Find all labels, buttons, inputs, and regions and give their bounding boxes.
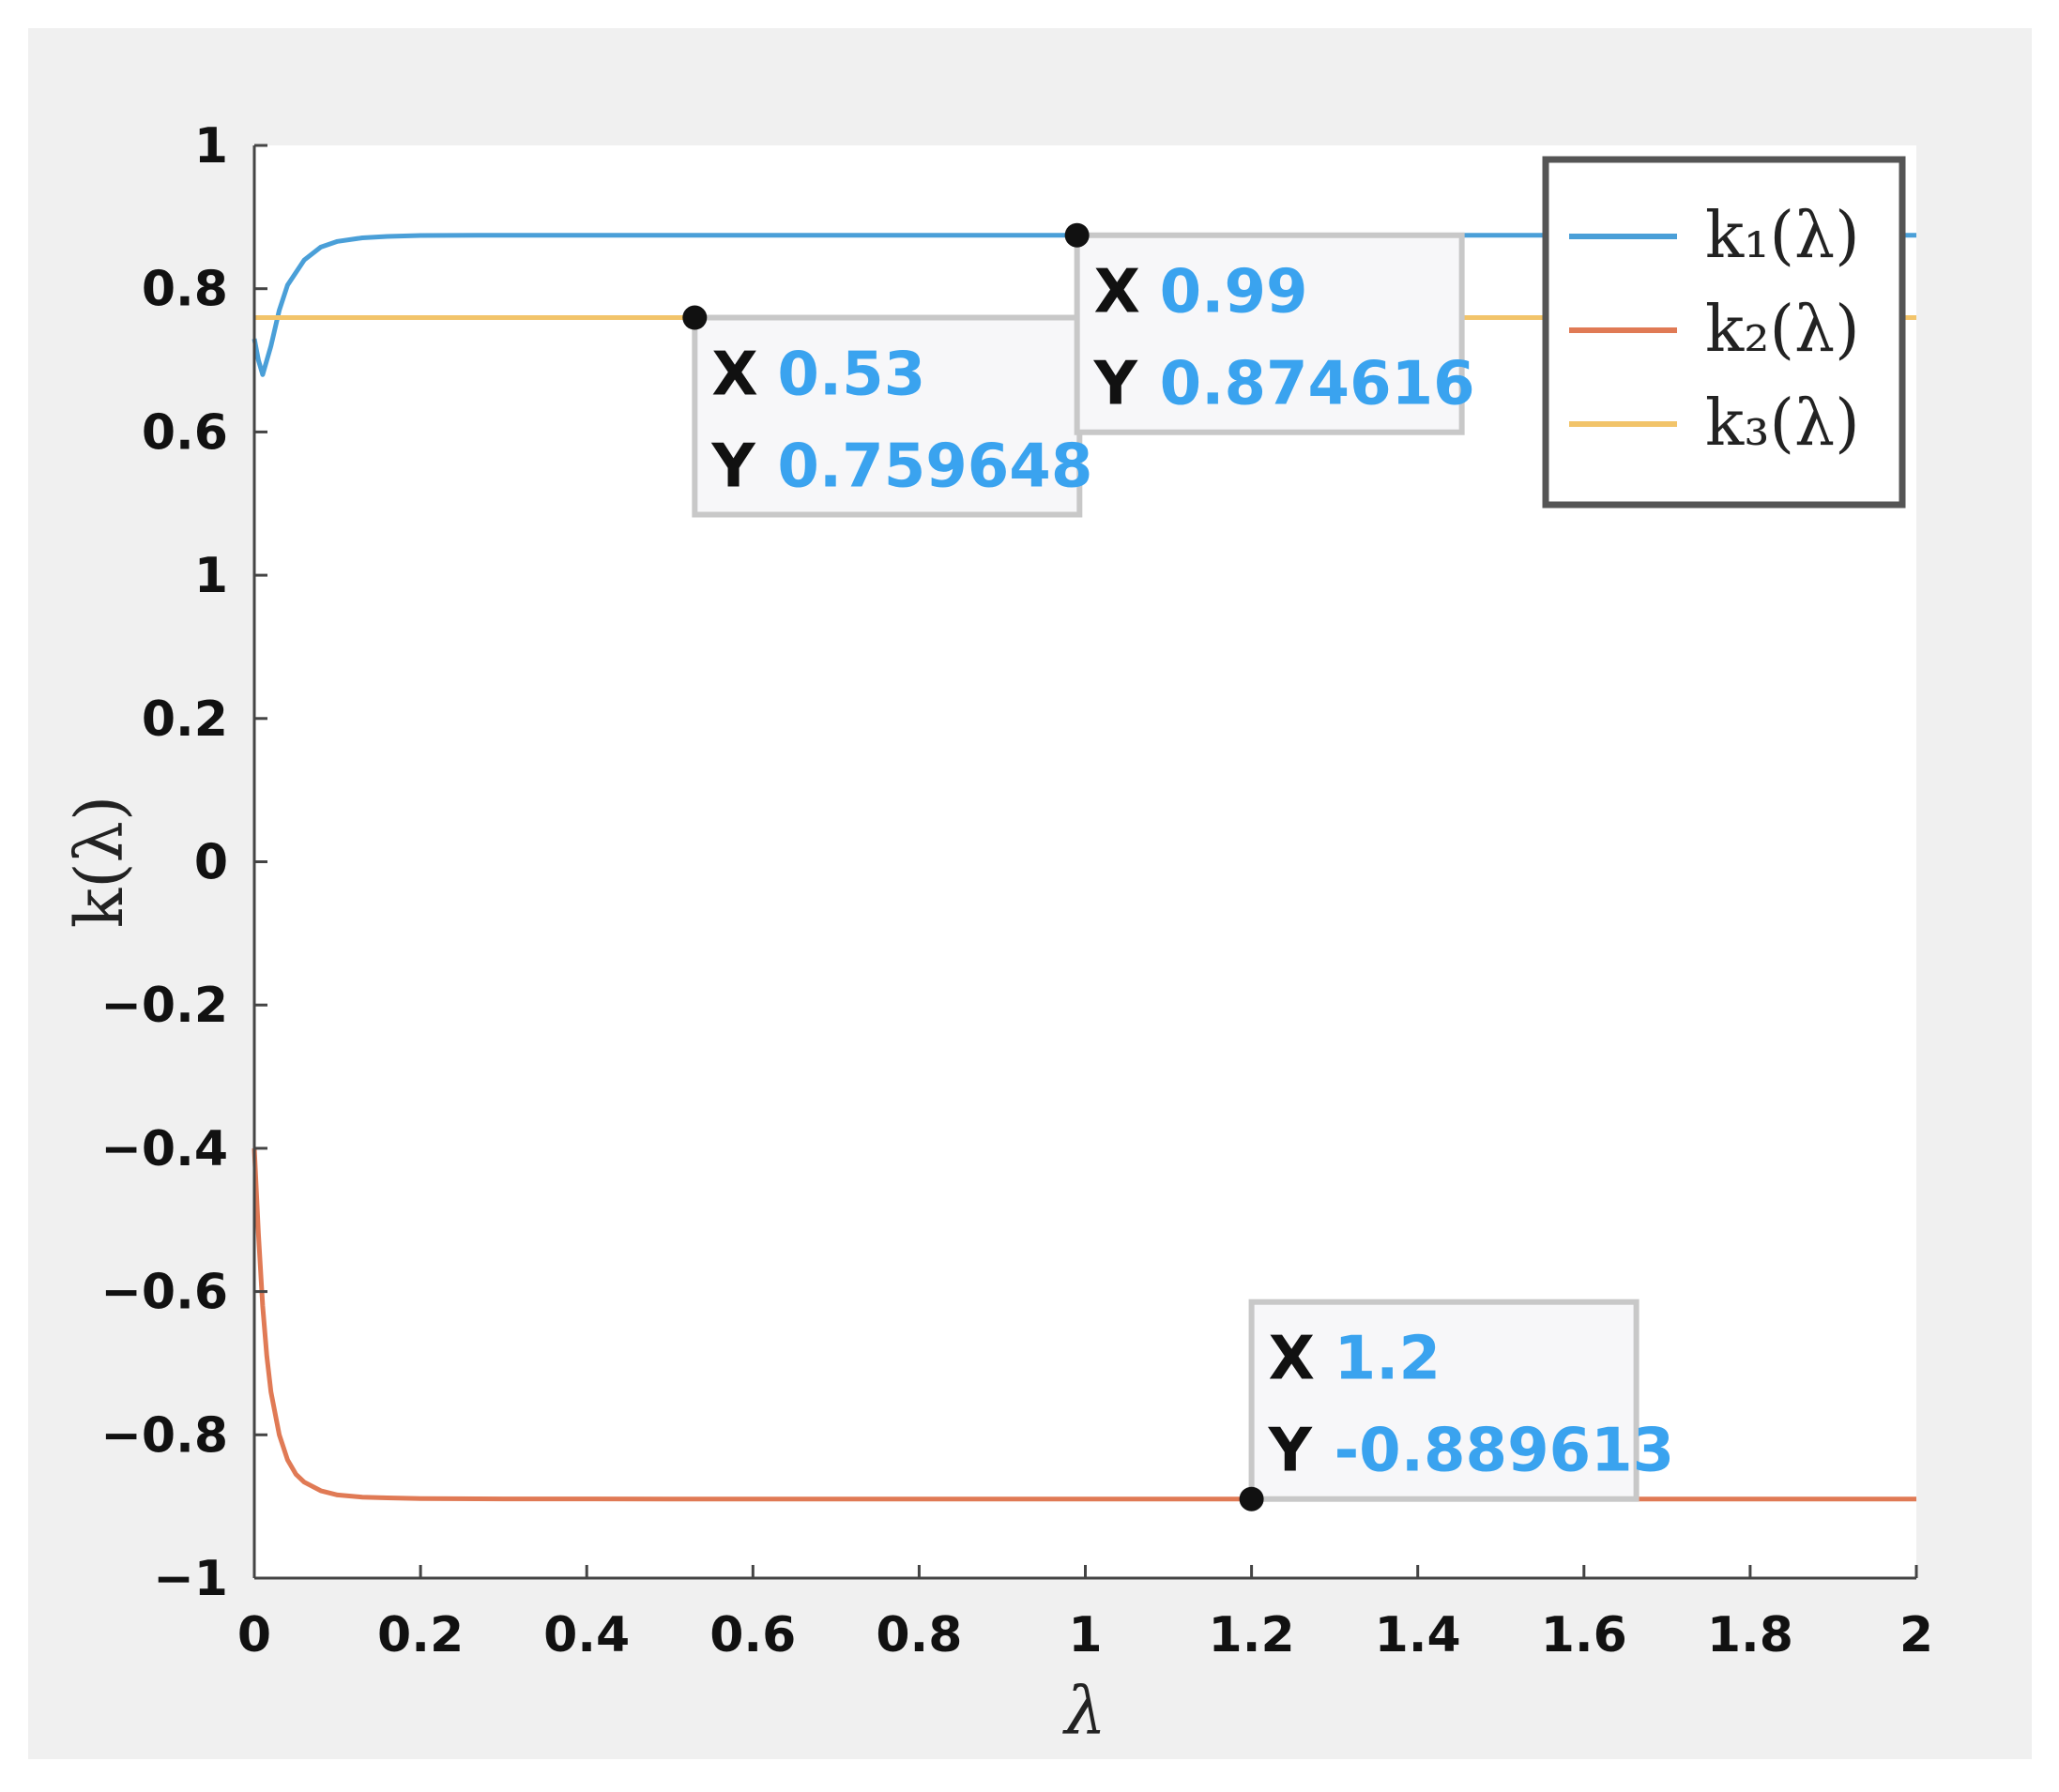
x-tick-label: 1.8	[1707, 1607, 1793, 1663]
y-tick-label: −0.6	[100, 1265, 228, 1321]
x-axis-title: λ	[1061, 1673, 1106, 1750]
x-tick-label: 0.6	[709, 1607, 796, 1663]
data-tip-y-key: Y	[1093, 350, 1138, 419]
y-tick-label: −0.2	[100, 978, 228, 1034]
series-line-k2	[252, 1147, 1916, 1502]
legend-label-k2: k₂(λ)	[1705, 293, 1860, 367]
data-tip-box	[1248, 1298, 1640, 1502]
data-tip-x-value: 1.2	[1335, 1325, 1441, 1394]
data-tip-x-value: 0.99	[1160, 258, 1308, 327]
data-tip-y-value: 0.759648	[777, 433, 1092, 502]
x-tick-label: 1.4	[1375, 1607, 1461, 1663]
data-tip: X 1.2 Y -0.889613	[1239, 1298, 1675, 1511]
y-tick-label: −0.4	[100, 1121, 228, 1177]
data-tip-y-key: Y	[1268, 1417, 1313, 1486]
y-tick-label: −1	[153, 1551, 228, 1607]
data-tip-box	[1074, 232, 1465, 435]
legend-label-k1: k₁(λ)	[1705, 199, 1860, 273]
legend: k₁(λ) k₂(λ) k₃(λ)	[1542, 156, 1906, 509]
data-tip-marker	[1239, 1486, 1264, 1511]
x-tick-label: 1.6	[1541, 1607, 1627, 1663]
data-tip-x-key: X	[1269, 1325, 1315, 1394]
data-tip-y-value: 0.874616	[1160, 350, 1475, 419]
legend-label-k3: k₃(λ)	[1705, 387, 1860, 461]
y-tick-label: 1	[194, 118, 228, 175]
y-tick-label: 0.2	[142, 691, 228, 748]
y-tick-label: 1	[194, 548, 228, 604]
x-tick-label: 1.2	[1209, 1607, 1295, 1663]
data-tip-x-key: X	[1094, 258, 1140, 327]
data-tip: X 0.53 Y 0.759648	[682, 305, 1092, 518]
data-tip-y-value: -0.889613	[1335, 1417, 1675, 1486]
x-tick-label: 2	[1899, 1607, 1933, 1663]
x-tick-label: 1	[1068, 1607, 1102, 1663]
y-axis-title: k(λ)	[61, 796, 138, 928]
y-tick-label: 0.8	[142, 262, 228, 318]
y-tick-label: 0	[194, 835, 228, 891]
data-tip-y-key: Y	[710, 433, 755, 502]
data-tip-x-value: 0.53	[777, 341, 925, 410]
data-tip: X 0.99 Y 0.874616	[1064, 222, 1475, 435]
x-tick-label: 0.4	[543, 1607, 630, 1663]
x-tick-label: 0.2	[377, 1607, 464, 1663]
x-tick-label: 0	[237, 1607, 271, 1663]
axes: 0 0.2 0.4 0.6 0.8 1 1.2 1.4 1.6 1.8 2 −1 −0.8 −0.6 −0.…	[61, 118, 1933, 1750]
y-tick-label: −0.8	[100, 1407, 228, 1464]
x-tick-label: 0.8	[876, 1607, 962, 1663]
data-tip-marker	[1064, 222, 1090, 248]
y-tick-label: 0.6	[142, 404, 228, 461]
data-tip-x-key: X	[711, 341, 757, 410]
data-tip-marker	[682, 305, 708, 330]
